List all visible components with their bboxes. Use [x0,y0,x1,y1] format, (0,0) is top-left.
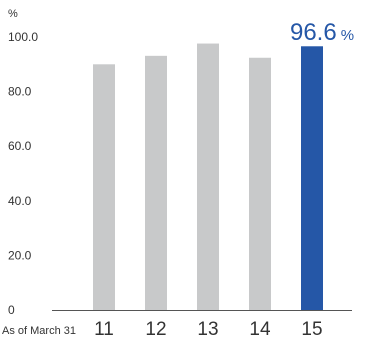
bar [249,57,271,310]
x-tick-label: 14 [249,319,271,340]
y-tick-label: 100.0 [8,30,38,44]
x-tick-label: 15 [301,319,322,340]
bars [93,43,323,310]
y-tick-label: 80.0 [8,85,32,99]
x-tick-label: 11 [94,319,114,340]
y-axis-ticks: 0 20.0 40.0 60.0 80.0 100.0 [8,30,38,317]
x-tick-label: 12 [145,319,166,340]
x-tick-label: 13 [197,319,218,340]
y-axis-unit: % [8,8,18,20]
y-tick-label: 20.0 [8,248,32,262]
x-axis-caption: As of March 31 [2,325,76,337]
highlight-value-label: 96.6% [290,19,354,46]
bar [197,43,219,310]
bar [145,55,167,310]
y-tick-label: 40.0 [8,194,32,208]
bar [301,46,323,310]
y-tick-label: 60.0 [8,139,32,153]
x-axis-tick-labels: 11 12 13 14 15 [94,319,322,340]
highlight-value: 96.6 [290,19,337,46]
bar [93,64,115,310]
y-tick-label: 0 [8,303,15,317]
highlight-unit: % [341,27,354,44]
